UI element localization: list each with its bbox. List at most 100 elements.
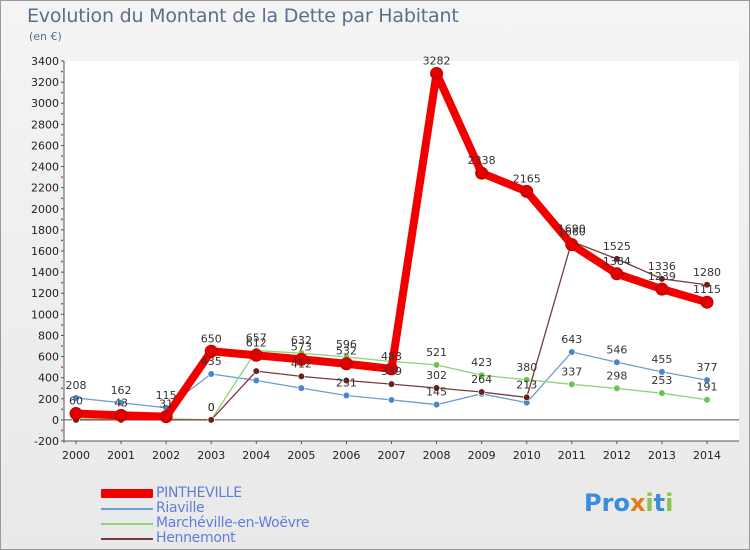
data-label: 435 <box>201 355 222 368</box>
y-minor-mark <box>61 70 63 73</box>
logo-letter: x <box>629 489 646 517</box>
data-point <box>432 361 441 369</box>
x-tick-label: 2014 <box>693 449 721 462</box>
data-label: 145 <box>426 386 447 399</box>
data-point <box>703 281 711 289</box>
data-label: 60 <box>69 395 83 408</box>
data-label: 1384 <box>603 255 631 268</box>
x-tick-label: 2003 <box>197 449 225 462</box>
data-label: 380 <box>516 361 537 374</box>
y-tick-label: 2600 <box>31 139 59 152</box>
data-label: 339 <box>381 365 402 378</box>
y-minor-mark <box>61 387 63 390</box>
y-minor-mark <box>61 366 63 369</box>
data-label: 1239 <box>648 270 676 283</box>
legend-swatch-marcheville <box>101 522 153 525</box>
legend-label: Riaville <box>156 500 205 516</box>
data-label: 31 <box>159 398 173 411</box>
data-point <box>613 384 621 393</box>
data-label: 2165 <box>513 172 541 185</box>
legend-item-hennemont[interactable]: Hennemont <box>101 531 309 546</box>
data-point <box>658 368 666 376</box>
legend-label: PINTHEVILLE <box>156 485 242 501</box>
y-minor-mark <box>61 133 63 136</box>
data-label: 532 <box>336 345 357 358</box>
y-minor-mark <box>61 302 63 305</box>
data-point <box>478 388 486 396</box>
x-tick-label: 2005 <box>287 449 315 462</box>
y-tick-label: 1800 <box>31 224 59 237</box>
data-point <box>297 372 305 381</box>
data-point <box>249 348 263 362</box>
y-minor-mark <box>61 91 63 94</box>
data-label: 483 <box>381 350 402 363</box>
data-point <box>430 66 444 80</box>
legend-label: Hennemont <box>156 530 236 546</box>
data-label: 337 <box>561 365 582 378</box>
data-label: 0 <box>208 401 215 414</box>
data-point <box>207 370 215 378</box>
data-label: 231 <box>336 377 357 390</box>
y-tick-label: 3200 <box>31 76 59 89</box>
data-point <box>69 407 83 421</box>
y-tick-label: 1600 <box>31 245 59 258</box>
legend-item-marcheville[interactable]: Marchéville-en-Woëvre <box>101 516 309 531</box>
data-label: 302 <box>426 369 447 382</box>
data-point <box>658 389 666 397</box>
data-point <box>655 282 669 296</box>
data-point <box>159 410 173 424</box>
data-label: 612 <box>246 336 267 349</box>
data-label: 2338 <box>468 154 496 167</box>
data-point <box>703 396 711 404</box>
legend-item-pintheville[interactable]: PINTHEVILLE <box>101 486 309 501</box>
data-point <box>478 371 486 379</box>
legend-swatch-hennemont <box>101 537 153 540</box>
data-label: 43 <box>114 396 128 409</box>
data-point <box>294 352 308 366</box>
data-label: 657 <box>246 332 267 345</box>
proxiti-logo: Proxiti <box>584 489 673 517</box>
legend-item-riaville[interactable]: Riaville <box>101 501 309 516</box>
y-tick-label: 2000 <box>31 203 59 216</box>
y-minor-mark <box>61 197 63 200</box>
y-tick-label: -200 <box>34 435 59 448</box>
data-point <box>568 380 576 388</box>
logo-letter: o <box>613 489 630 517</box>
data-label: 213 <box>516 378 537 391</box>
data-point <box>114 408 128 422</box>
y-tick-label: 1400 <box>31 266 59 279</box>
y-minor-mark <box>61 218 63 221</box>
data-point <box>117 399 125 407</box>
y-tick-label: 1000 <box>31 308 59 321</box>
y-minor-mark <box>61 408 63 411</box>
y-tick-label: 400 <box>38 372 59 385</box>
x-tick-label: 2006 <box>332 449 360 462</box>
data-label: 1660 <box>558 226 586 239</box>
data-label: 1115 <box>693 283 721 296</box>
y-minor-mark <box>61 281 63 284</box>
y-minor-mark <box>61 429 63 432</box>
x-tick-label: 2002 <box>152 449 180 462</box>
y-tick-label: 1200 <box>31 287 59 300</box>
x-tick-label: 2000 <box>62 449 90 462</box>
data-point <box>475 166 489 180</box>
data-label: 632 <box>291 334 312 347</box>
y-minor-mark <box>61 239 63 242</box>
y-minor-mark <box>61 176 63 179</box>
data-point <box>432 400 441 409</box>
x-tick-label: 2012 <box>603 449 631 462</box>
y-minor-mark <box>61 260 63 263</box>
data-label: 596 <box>336 338 357 351</box>
data-point <box>520 184 534 198</box>
data-label: 412 <box>291 357 312 370</box>
data-label: 423 <box>471 356 492 369</box>
data-label: 264 <box>471 373 492 386</box>
y-tick-label: 0 <box>52 414 59 427</box>
data-point <box>568 348 576 356</box>
data-point <box>342 376 351 385</box>
y-tick-label: 2400 <box>31 161 59 174</box>
y-tick-label: 3400 <box>31 55 59 68</box>
y-tick-label: 600 <box>38 351 59 364</box>
data-label: 298 <box>606 369 627 382</box>
data-point <box>432 384 441 392</box>
